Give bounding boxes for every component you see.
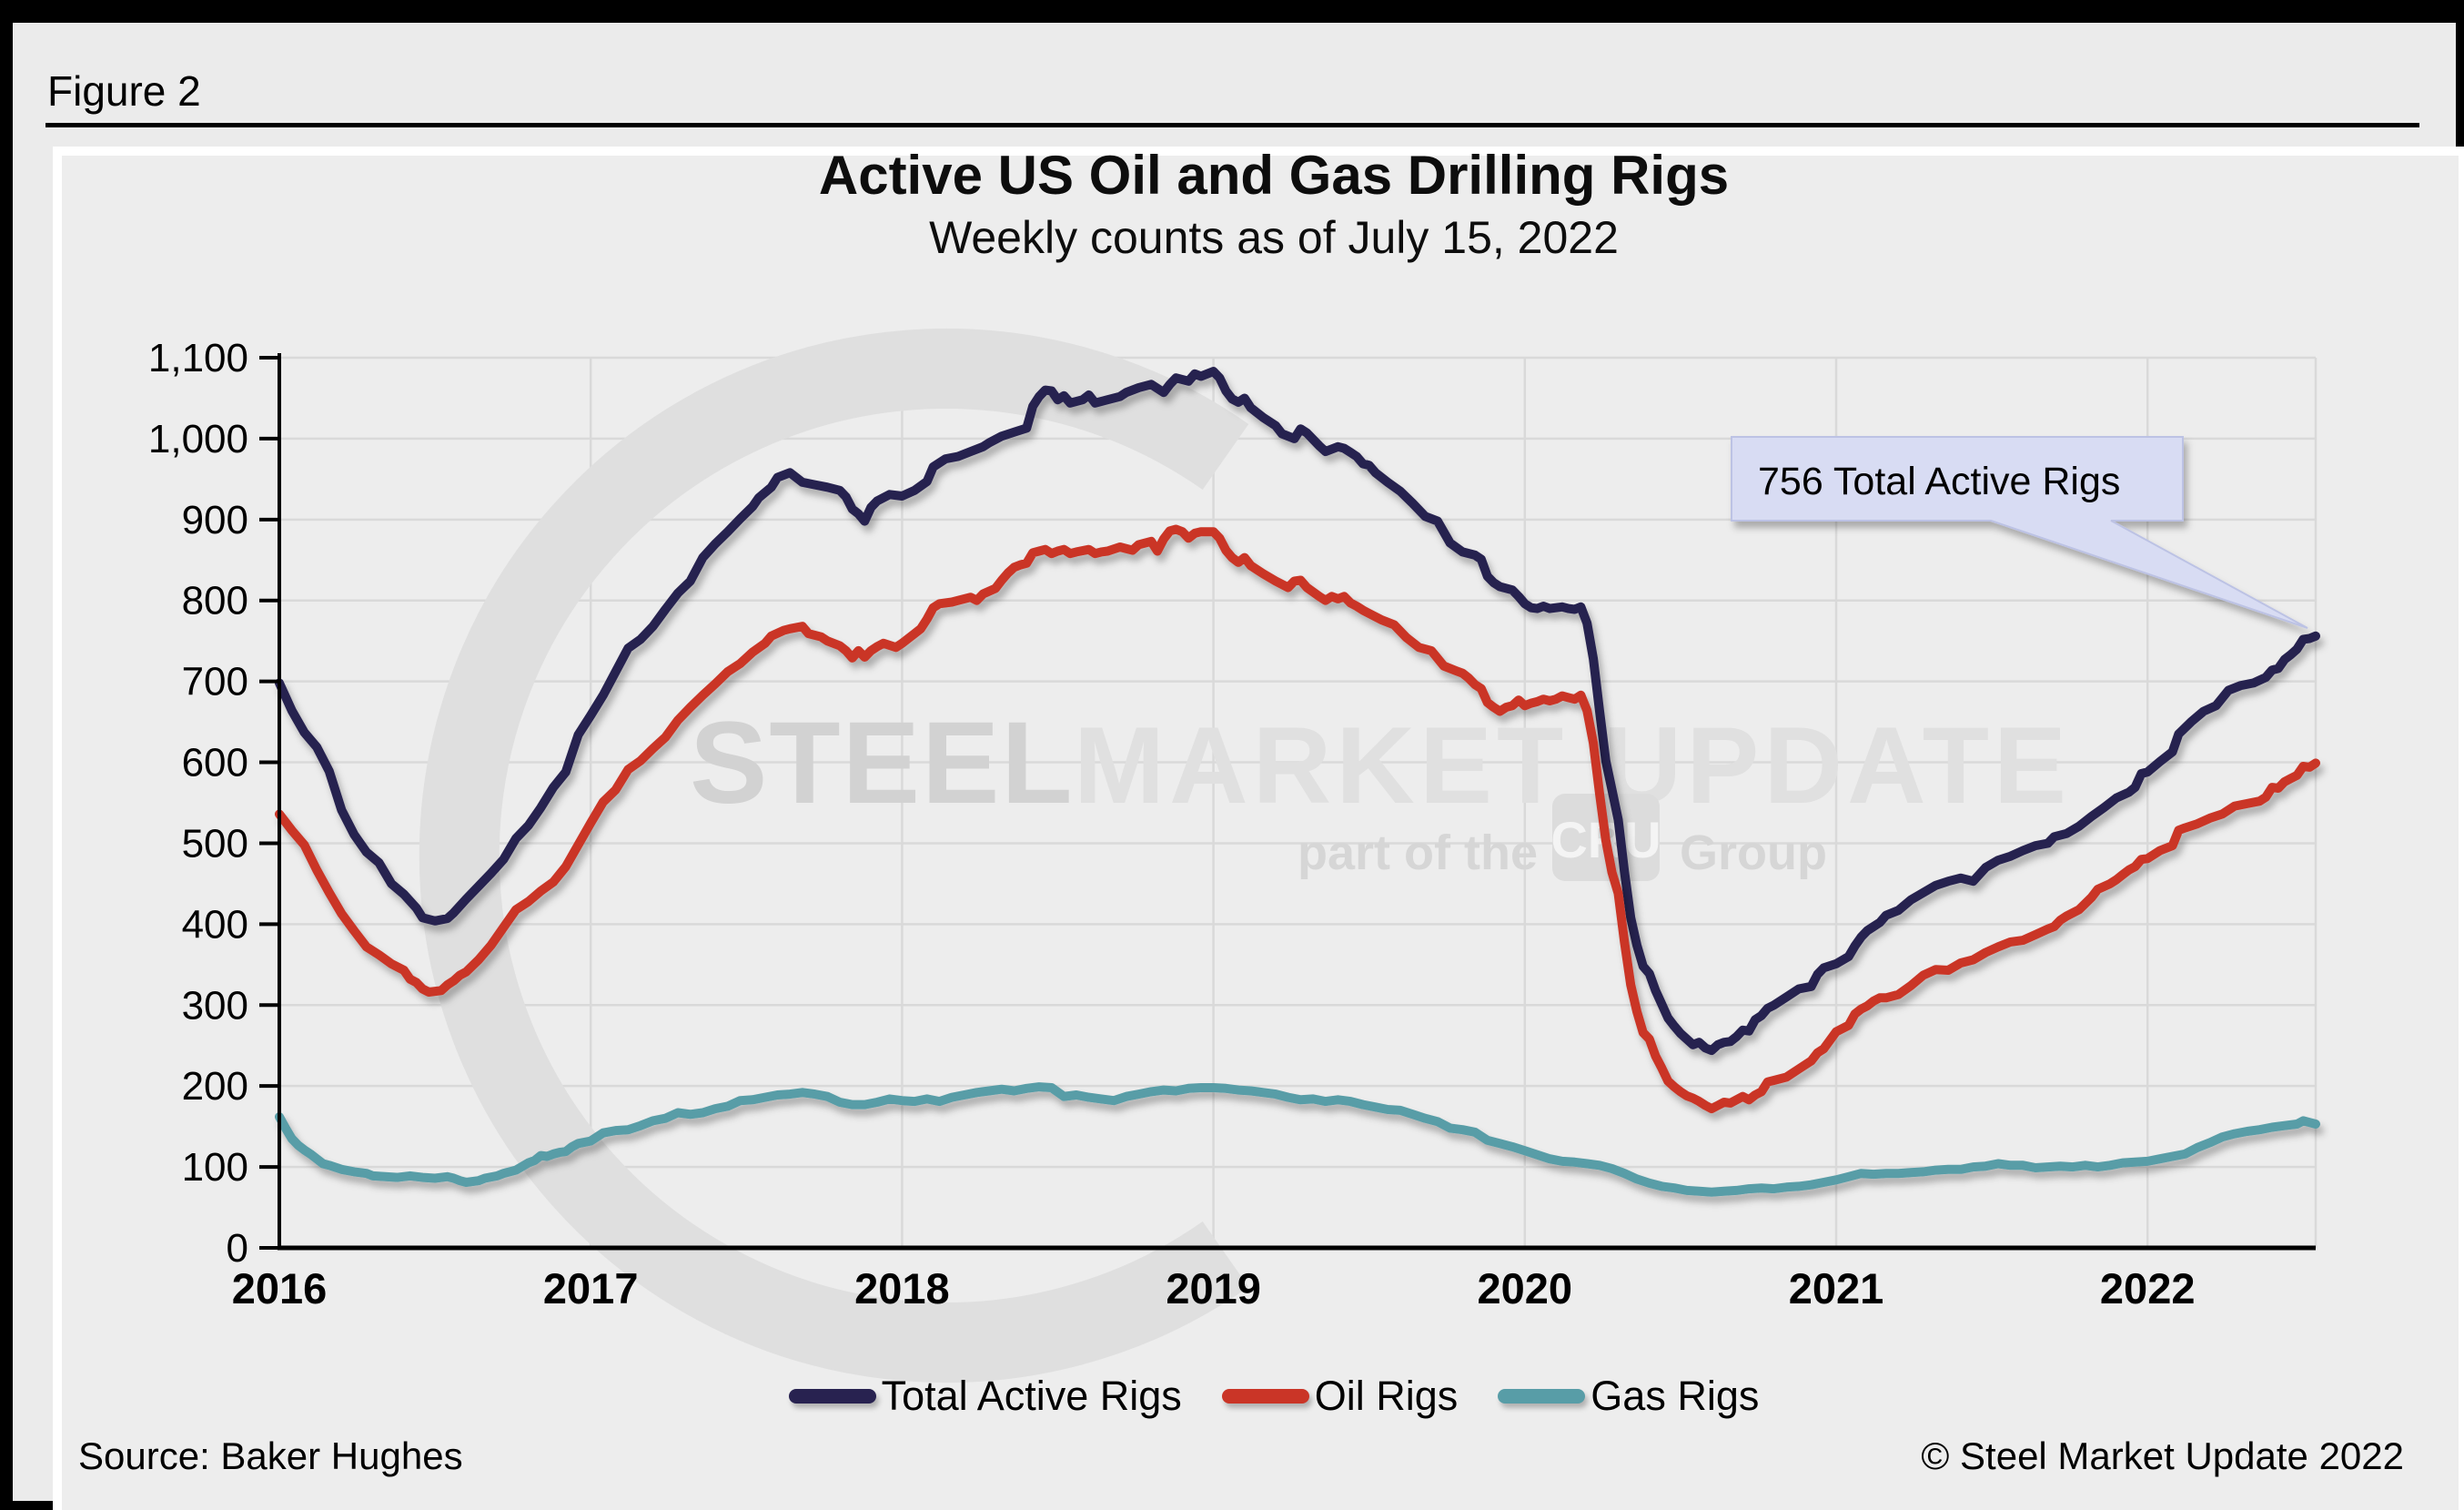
legend-swatch-oil-icon <box>1221 1389 1309 1404</box>
y-tick-label: 900 <box>182 498 248 542</box>
y-tick-label: 1,000 <box>148 417 248 461</box>
annotation-callout: 756 Total Active Rigs <box>1731 436 2308 629</box>
watermark-word1: STEEL <box>690 698 1075 828</box>
annotation-bubble-icon <box>1731 436 2308 629</box>
tick-labels: 0 100 200 300 400 500 600 700 800 900 1,000 1,100 20… <box>148 336 2196 1312</box>
source-note: Source: Baker Hughes <box>78 1434 463 1477</box>
legend-label-oil: Oil Rigs <box>1314 1373 1459 1419</box>
y-tick-label: 800 <box>182 579 248 623</box>
x-tick-label: 2018 <box>854 1264 950 1312</box>
legend-swatch-total-icon <box>788 1389 876 1404</box>
y-tick-label: 300 <box>182 983 248 1028</box>
x-tick-label: 2017 <box>543 1264 639 1312</box>
x-tick-label: 2021 <box>1789 1264 1884 1312</box>
legend-swatch-gas-icon <box>1498 1389 1586 1404</box>
y-tick-label: 100 <box>182 1145 248 1190</box>
chart-footer: Source: Baker Hughes © Steel Market Upda… <box>49 1434 2415 1478</box>
legend-item-oil: Oil Rigs <box>1221 1373 1459 1420</box>
axes <box>278 353 2316 1251</box>
copyright-note: © Steel Market Update 2022 <box>1921 1434 2404 1477</box>
series-line-oil-rigs <box>275 524 2320 1114</box>
divider-line <box>45 123 2419 127</box>
chart-subtitle: Weekly counts as of July 15, 2022 <box>929 212 1619 263</box>
chart-legend: Total Active Rigs Oil Rigs Gas Rigs <box>91 1373 2457 1420</box>
series-lines <box>275 367 2320 1197</box>
watermark-tagline-post: Group <box>1680 826 1827 880</box>
y-tick-label: 1,100 <box>148 336 248 380</box>
y-tick-label: 0 <box>227 1226 248 1271</box>
legend-item-gas: Gas Rigs <box>1498 1373 1759 1420</box>
figure-label: Figure 2 <box>47 67 201 115</box>
x-tick-label: 2022 <box>2100 1264 2196 1312</box>
y-tick-label: 500 <box>182 821 248 866</box>
legend-label-total: Total Active Rigs <box>881 1373 1182 1419</box>
series-line-gas-rigs <box>275 1082 2320 1197</box>
legend-label-gas: Gas Rigs <box>1590 1373 1760 1419</box>
watermark: STEEL MARKET UPDATE part of the CRU Grou… <box>419 329 2066 1383</box>
watermark-arc-icon <box>419 329 1249 1383</box>
annotation-text: 756 Total Active Rigs <box>1758 460 2120 503</box>
x-tick-label: 2019 <box>1166 1264 1261 1312</box>
y-tick-label: 200 <box>182 1064 248 1109</box>
watermark-tagline-pre: part of the <box>1298 826 1538 880</box>
x-tick-label: 2020 <box>1478 1264 1573 1312</box>
y-tick-label: 400 <box>182 902 248 947</box>
x-tick-label: 2016 <box>232 1264 328 1312</box>
y-tick-label: 700 <box>182 660 248 704</box>
series-line-total-active-rigs <box>275 367 2320 1056</box>
chart-title: Active US Oil and Gas Drilling Rigs <box>818 145 1730 206</box>
legend-item-total: Total Active Rigs <box>788 1373 1182 1420</box>
y-tick-label: 600 <box>182 741 248 785</box>
